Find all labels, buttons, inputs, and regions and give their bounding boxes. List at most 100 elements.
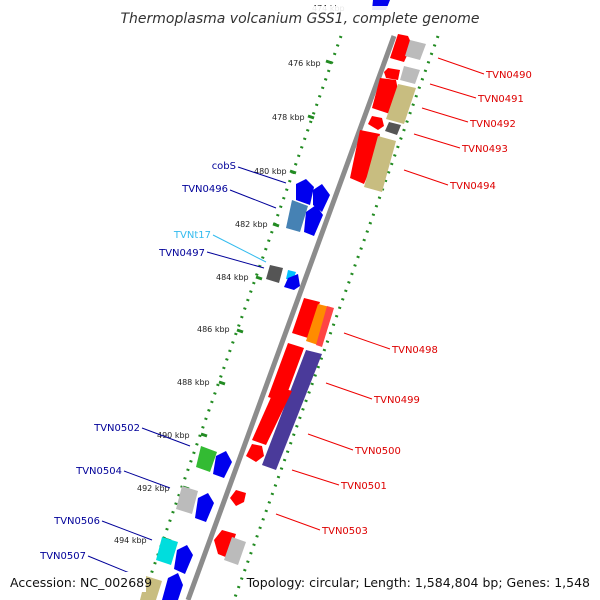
gene-label-tvn0497: TVN0497 — [158, 248, 205, 259]
leader-line — [429, 83, 477, 99]
gene-feature-steel-blue — [286, 200, 308, 232]
leader-lines-left — [87, 166, 287, 575]
gene-feature-blue — [313, 184, 330, 212]
gene-label-tvn0506: TVN0506 — [53, 516, 100, 527]
leader-line — [229, 189, 277, 209]
gene-label-tvn0500: TVN0500 — [354, 446, 401, 457]
outer-left-dotted-track — [140, 35, 343, 600]
gene-feature-red — [230, 490, 246, 506]
gene-feature-orange — [306, 304, 330, 345]
leader-line — [275, 513, 321, 531]
title-backdrop — [118, 6, 482, 28]
scale-tick — [289, 169, 297, 175]
gene-label-tvn0507: TVN0507 — [39, 551, 86, 562]
genome-backbone — [185, 35, 397, 600]
gene-feature-red — [292, 298, 320, 338]
gene-feature-blue — [304, 205, 323, 236]
gene-label-tvn0496: TVN0496 — [181, 184, 228, 195]
leader-line — [343, 332, 391, 350]
gene-label-tvn0498: TVN0498 — [391, 345, 438, 356]
leader-line — [403, 169, 449, 186]
leader-line — [437, 57, 485, 75]
track-guides — [140, 35, 440, 600]
gene-feature-red — [252, 386, 292, 445]
scale-label-484: 484 kbp — [216, 273, 249, 282]
scale-label-478: 478 kbp — [272, 113, 305, 122]
scale-tick — [218, 380, 226, 386]
gene-label-tvn0501: TVN0501 — [340, 481, 387, 492]
scale-label-490: 490 kbp — [157, 431, 190, 440]
inner-right-dotted-track — [232, 35, 440, 600]
gene-feature-indigo — [262, 350, 322, 470]
gene-feature-blue — [162, 573, 183, 600]
gene-feature-blue — [174, 545, 193, 574]
gene-label-tvn0493: TVN0493 — [461, 144, 508, 155]
scale-tick — [325, 59, 333, 65]
leader-line — [421, 107, 469, 123]
gene-feature-blue — [296, 179, 314, 205]
leader-line — [212, 234, 267, 263]
gene-feature-blue — [284, 274, 300, 290]
gene-feature-dark-gray — [385, 122, 401, 135]
leader-line — [123, 470, 171, 489]
leader-line — [291, 469, 340, 486]
gene-feature-red — [316, 306, 334, 347]
inner-strand-features — [214, 34, 426, 565]
gene-label-tvn0494: TVN0494 — [449, 181, 496, 192]
gene-feature-red — [384, 68, 400, 80]
map-title: Thermoplasma volcanium GSS1, complete ge… — [120, 11, 479, 27]
gene-feature-blue — [195, 493, 214, 522]
gene-feature-green — [196, 446, 217, 472]
gene-feature-blue — [213, 451, 232, 478]
gene-label-tvn0491: TVN0491 — [477, 94, 524, 105]
scale-label-492: 492 kbp — [137, 484, 170, 493]
gene-feature-gray — [224, 537, 246, 565]
leader-line — [237, 166, 287, 184]
scale-tick — [307, 114, 315, 120]
gene-feature-gray — [176, 486, 198, 514]
gene-label-tvn0490: TVN0490 — [485, 70, 532, 81]
gene-label-tvnt17: TVNt17 — [173, 230, 211, 241]
gene-feature-dark-gray — [266, 265, 283, 283]
scale-tick — [200, 432, 208, 438]
gene-feature-gray — [400, 66, 420, 84]
scale-label-486: 486 kbp — [197, 325, 230, 334]
scale-label-494: 494 kbp — [114, 536, 147, 545]
leader-line — [101, 520, 153, 541]
gene-feature-gray — [405, 40, 426, 60]
gene-label-tvn0503: TVN0503 — [321, 526, 368, 537]
gene-label-tvn0502: TVN0502 — [93, 423, 140, 434]
leader-line — [413, 133, 461, 149]
scale-label-488: 488 kbp — [177, 378, 210, 387]
outer-strand-features — [140, 0, 390, 600]
gene-labels-left: cobS TVN0496 TVNt17 TVN0497 TVN0502 TVN0… — [39, 161, 236, 562]
leader-line — [307, 433, 354, 451]
gene-feature-red — [246, 444, 264, 462]
scale-tick — [272, 222, 280, 228]
scale-label-476: 476 kbp — [288, 59, 321, 68]
gene-feature-khaki — [364, 136, 396, 192]
leader-line — [325, 382, 373, 400]
gene-label-cobs: cobS — [212, 161, 236, 172]
gene-label-tvn0499: TVN0499 — [373, 395, 420, 406]
leader-line — [206, 251, 265, 269]
accession-text: Accession: NC_002689 — [10, 575, 152, 590]
scale-tick — [236, 328, 244, 334]
gene-feature-red — [350, 130, 380, 184]
topology-text: Topology: circular; Length: 1,584,804 bp… — [246, 575, 590, 590]
scale-tick — [255, 275, 263, 281]
gene-labels-right: TVN0490 TVN0491 TVN0492 TVN0493 TVN0494 … — [321, 70, 532, 537]
gene-feature-khaki — [386, 84, 416, 124]
footer-backdrop-right — [256, 572, 596, 592]
gene-label-tvn0504: TVN0504 — [75, 466, 122, 477]
gene-feature-cyan — [156, 537, 178, 565]
leader-line — [141, 427, 191, 447]
leader-lines-right — [275, 57, 485, 531]
gene-label-tvn0492: TVN0492 — [469, 119, 516, 130]
scale-label-482: 482 kbp — [235, 220, 268, 229]
footer-backdrop-left — [4, 572, 146, 592]
gene-feature-red — [368, 116, 384, 130]
gene-feature-red — [214, 530, 236, 558]
